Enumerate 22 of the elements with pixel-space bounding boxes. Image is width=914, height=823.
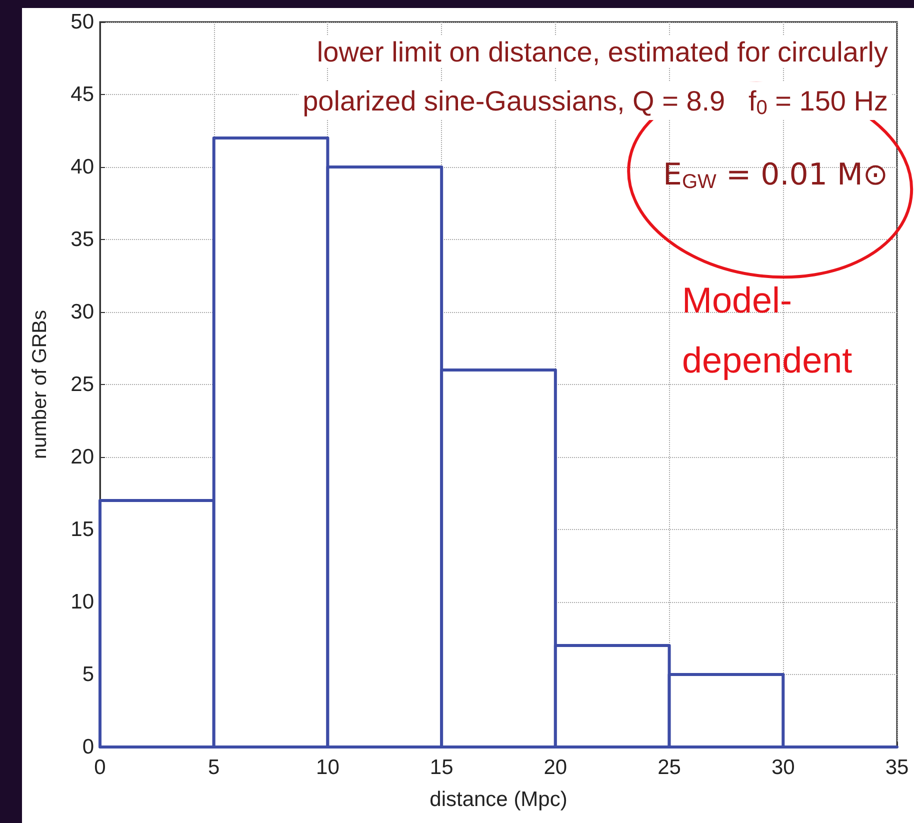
- x-tick-label: 5: [208, 756, 220, 779]
- y-axis-title: number of GRBs: [29, 310, 51, 459]
- annotation: Model-dependent: [682, 280, 852, 380]
- y-tick-label: 10: [70, 590, 94, 614]
- y-tick-label: 5: [82, 663, 94, 686]
- x-axis-title: distance (Mpc): [430, 788, 568, 811]
- y-tick-label: 45: [70, 83, 94, 106]
- x-tick-label: 35: [885, 756, 909, 779]
- y-tick-label: 40: [70, 156, 94, 178]
- y-tick-label: 0: [82, 736, 94, 758]
- x-tick-label: 30: [771, 756, 795, 779]
- y-tick-label: 20: [70, 446, 94, 468]
- y-tick-label: 50: [70, 10, 94, 34]
- x-tick-label: 10: [316, 756, 340, 779]
- annotation: EGW = 0.01 M⊙: [663, 158, 888, 193]
- y-tick-label: 15: [70, 518, 94, 541]
- x-tick-label: 25: [658, 756, 681, 779]
- y-tick-label: 25: [70, 373, 94, 396]
- x-tick-label: 15: [430, 756, 454, 779]
- y-tick-label: 35: [70, 228, 94, 251]
- y-tick-label: 30: [70, 300, 94, 324]
- x-tick-label: 20: [544, 756, 568, 779]
